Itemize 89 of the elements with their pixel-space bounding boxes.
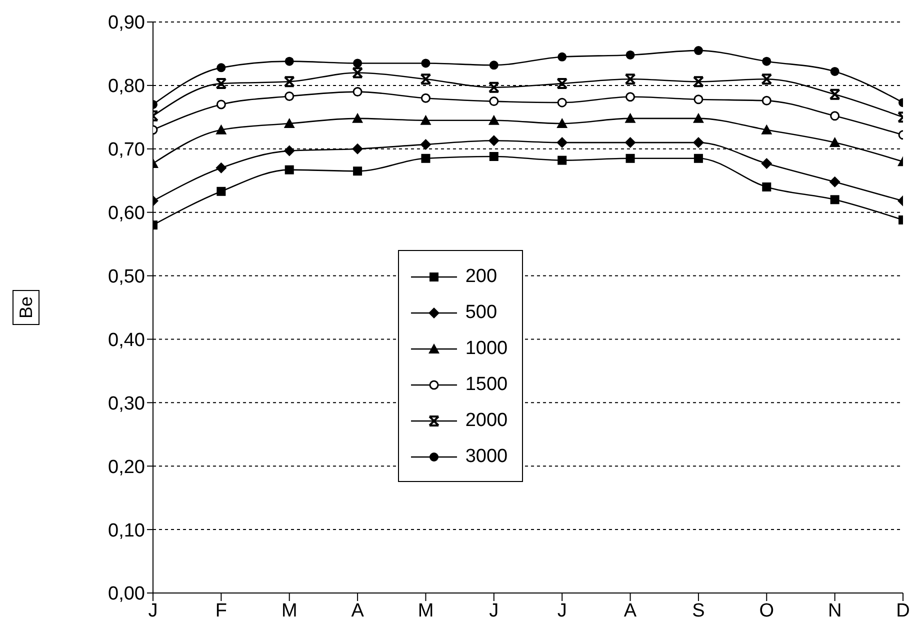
point <box>352 112 364 123</box>
point <box>352 87 362 97</box>
legend-label: 2000 <box>465 410 508 432</box>
point <box>488 135 500 146</box>
point <box>488 114 500 125</box>
point <box>284 165 294 174</box>
point <box>489 96 499 106</box>
point <box>284 118 295 128</box>
point <box>830 195 840 204</box>
point <box>420 93 430 103</box>
point <box>626 154 635 163</box>
point <box>829 176 840 188</box>
y-tick-label: 0,00 <box>108 584 145 605</box>
point <box>352 67 364 78</box>
x-tick-label: S <box>692 600 705 622</box>
legend-label: 200 <box>465 266 498 288</box>
point <box>421 58 430 68</box>
x-tick-label: N <box>828 600 842 622</box>
legend-label: 1000 <box>465 338 508 360</box>
point <box>830 111 840 121</box>
y-tick-label: 0,80 <box>108 76 145 98</box>
legend-label: 1500 <box>465 374 508 396</box>
point <box>420 74 432 85</box>
point <box>421 154 430 163</box>
point <box>558 156 567 165</box>
x-tick-label: J <box>489 600 499 622</box>
x-tick-label: J <box>148 600 158 622</box>
point <box>624 74 636 85</box>
point <box>829 88 840 100</box>
point <box>761 124 772 134</box>
x-tick-label: O <box>759 600 774 622</box>
point <box>692 76 704 88</box>
point <box>624 112 636 123</box>
point <box>626 92 636 102</box>
x-tick-label: J <box>557 600 567 622</box>
point <box>762 56 772 66</box>
y-tick-label: 0,70 <box>108 140 145 161</box>
point <box>558 52 567 62</box>
y-tick-label: 0,10 <box>108 520 145 542</box>
point <box>284 76 295 88</box>
point <box>353 58 362 68</box>
point <box>284 145 295 156</box>
point <box>556 78 568 90</box>
point <box>284 91 294 101</box>
y-tick-label: 0,30 <box>108 393 145 414</box>
x-tick-label: A <box>624 600 637 622</box>
x-tick-label: F <box>215 600 227 622</box>
y-tick-label: 0,40 <box>108 330 145 351</box>
point <box>489 60 498 70</box>
point <box>216 162 227 174</box>
point <box>626 50 635 60</box>
x-tick-label: D <box>896 600 910 622</box>
legend-label: 3000 <box>465 446 508 468</box>
x-tick-label: A <box>351 600 364 622</box>
point <box>694 154 703 163</box>
point <box>420 138 432 150</box>
point <box>216 186 226 196</box>
point <box>216 124 227 134</box>
point <box>489 152 498 161</box>
point <box>353 166 362 176</box>
point <box>762 96 772 106</box>
point <box>694 94 704 104</box>
point <box>216 100 226 110</box>
x-tick-label: M <box>281 600 298 622</box>
point <box>352 143 364 154</box>
point <box>830 66 840 76</box>
point <box>761 74 772 85</box>
y-axis-title: Be <box>16 296 36 319</box>
point <box>829 137 840 148</box>
x-tick-label: M <box>418 600 434 622</box>
point <box>694 46 703 56</box>
y-tick-label: 0,90 <box>108 12 145 34</box>
y-tick-label: 0,50 <box>108 266 145 288</box>
legend-label: 500 <box>465 302 498 324</box>
point <box>420 114 432 125</box>
point <box>692 137 704 148</box>
point <box>216 63 226 72</box>
point <box>488 82 500 93</box>
y-tick-label: 0,20 <box>108 456 145 478</box>
point <box>624 137 636 148</box>
point <box>556 137 568 148</box>
point <box>216 78 227 90</box>
point <box>762 182 772 192</box>
point <box>761 158 772 169</box>
point <box>692 112 704 123</box>
point <box>284 56 294 66</box>
y-tick-label: 0,60 <box>108 203 145 224</box>
point <box>557 98 567 108</box>
point <box>556 118 568 128</box>
